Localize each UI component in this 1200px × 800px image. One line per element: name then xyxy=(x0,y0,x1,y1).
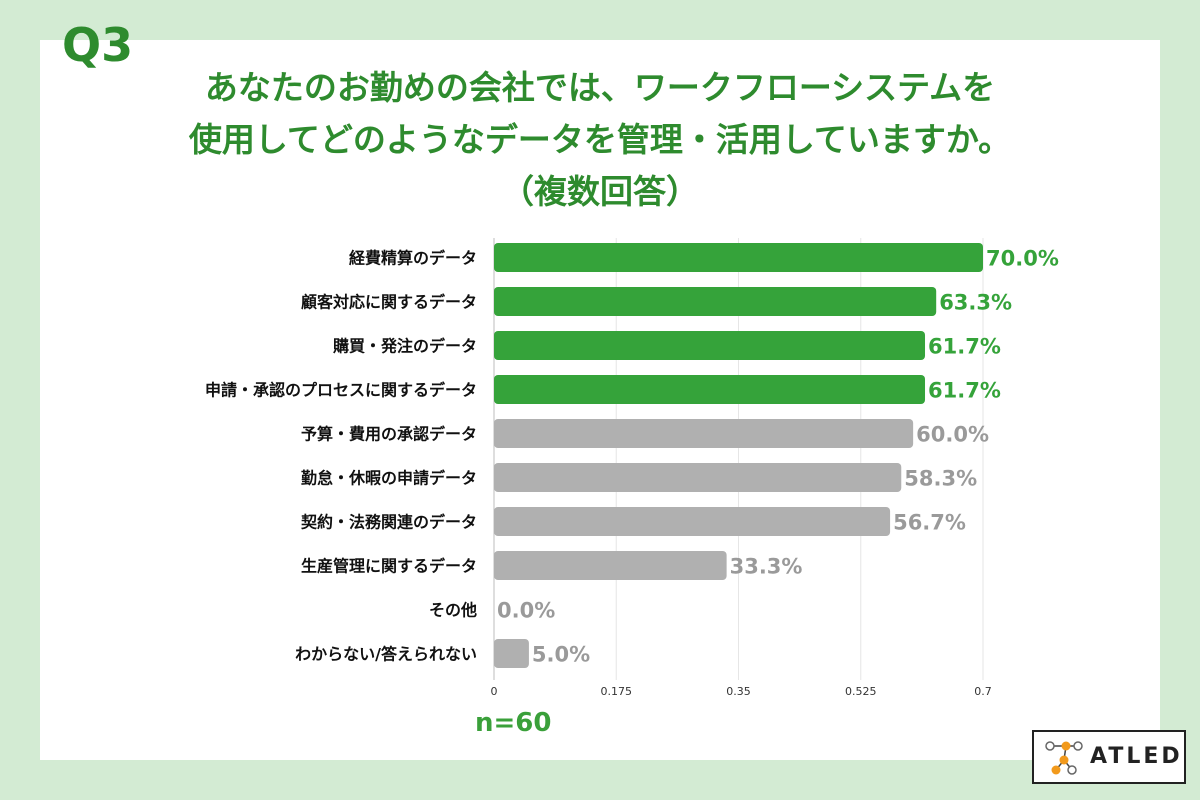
x-tick-label: 0.35 xyxy=(726,685,751,698)
bar xyxy=(494,287,937,316)
category-label: わからない/答えられない xyxy=(295,645,477,664)
category-label: その他 xyxy=(429,601,477,620)
bar xyxy=(494,463,902,492)
x-tick-label: 0 xyxy=(491,685,498,698)
value-label: 60.0% xyxy=(916,423,989,447)
value-label: 56.7% xyxy=(893,511,966,535)
title-line-3: （複数回答） xyxy=(501,172,699,211)
sample-size-label: n=60 xyxy=(475,708,552,738)
bar xyxy=(494,419,914,448)
category-label: 勤怠・休暇の申請データ xyxy=(301,469,477,488)
category-label: 経費精算のデータ xyxy=(349,249,477,268)
category-label: 生産管理に関するデータ xyxy=(301,557,477,576)
value-label: 61.7% xyxy=(928,335,1001,359)
value-label: 61.7% xyxy=(928,379,1001,403)
x-tick-label: 0.525 xyxy=(845,685,877,698)
value-label: 33.3% xyxy=(730,555,803,579)
title-line-1: あなたのお勤めの会社では、ワークフローシステムを xyxy=(204,68,996,107)
chart-title: あなたのお勤めの会社では、ワークフローシステムを 使用してどのようなデータを管理… xyxy=(0,62,1200,218)
atled-logo-icon xyxy=(1045,741,1083,775)
x-tick-label: 0.175 xyxy=(601,685,633,698)
bar xyxy=(494,331,926,360)
category-label: 購買・発注のデータ xyxy=(332,337,477,356)
bar xyxy=(494,507,891,536)
category-label: 契約・法務関連のデータ xyxy=(300,513,477,532)
category-label: 顧客対応に関するデータ xyxy=(301,293,477,312)
value-label: 5.0% xyxy=(532,643,590,667)
bar xyxy=(494,375,926,404)
category-label: 申請・承認のプロセスに関するデータ xyxy=(205,381,477,400)
value-label: 70.0% xyxy=(986,247,1059,271)
value-label: 58.3% xyxy=(904,467,977,491)
x-tick-label: 0.7 xyxy=(974,685,992,698)
bar xyxy=(494,639,529,668)
category-label: 予算・費用の承認データ xyxy=(301,425,477,444)
title-line-2: 使用してどのようなデータを管理・活用していますか。 xyxy=(188,120,1012,159)
value-label: 0.0% xyxy=(497,599,555,623)
value-label: 63.3% xyxy=(939,291,1012,315)
logo-text: ATLED xyxy=(1090,744,1183,769)
bar xyxy=(494,243,983,272)
question-label: Q3 xyxy=(62,18,134,72)
atled-logo: ATLED xyxy=(1032,730,1186,784)
bar xyxy=(494,551,727,580)
